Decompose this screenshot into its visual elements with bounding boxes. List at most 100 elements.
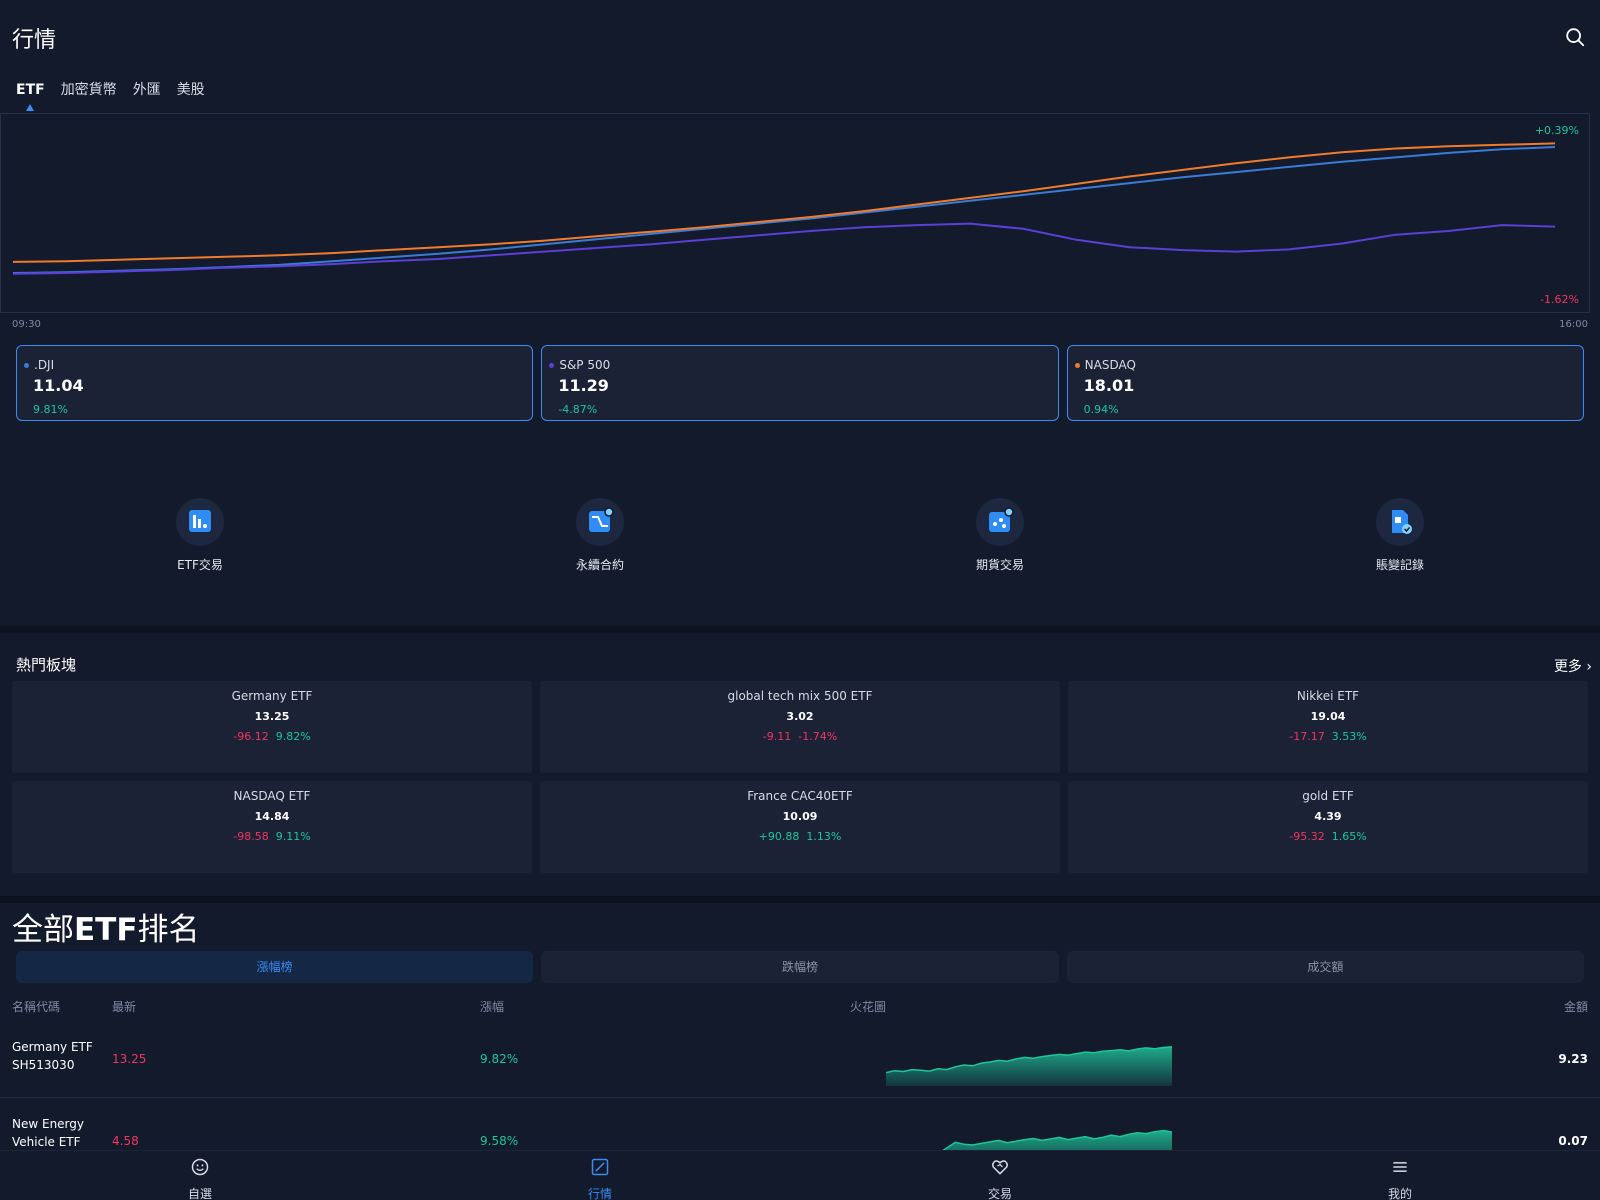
tab-gainers[interactable]: 漲幅榜: [16, 951, 534, 983]
quick-actions: ETF交易 永續合約 期貨交易 賬變記錄: [0, 498, 1600, 578]
row-gain: 9.82%: [480, 1052, 519, 1066]
active-tab-caret-icon: [26, 104, 35, 111]
sparkline-line: [886, 1046, 1172, 1074]
more-label: 更多: [1553, 659, 1582, 675]
tab-forex[interactable]: 外匯: [133, 80, 161, 110]
ranking-tabs: 漲幅榜 跌幅榜 成交額: [16, 951, 1584, 983]
row-sparkline: [940, 1129, 1172, 1151]
chart-bars-icon: [176, 498, 224, 546]
row-code: SH513030: [12, 1058, 75, 1072]
index-name-text: NASDAQ: [1084, 358, 1136, 372]
hot-change: -98.58: [233, 830, 269, 843]
chart-min-label: -1.62%: [1540, 293, 1579, 306]
header-name: 名稱代碼: [12, 1000, 61, 1014]
tab-crypto[interactable]: 加密貨幣: [61, 80, 117, 110]
nav-watchlist[interactable]: 自選: [150, 1157, 250, 1200]
ranking-title-bold: ETF: [74, 912, 138, 948]
row-sparkline: [886, 1046, 1172, 1086]
header-latest: 最新: [112, 1000, 137, 1014]
quick-futures[interactable]: 期貨交易: [940, 498, 1060, 573]
hot-change: -95.32: [1289, 830, 1325, 843]
chart-start-time: 09:30: [12, 319, 41, 330]
tab-losers[interactable]: 跌幅榜: [541, 951, 1059, 983]
hot-price: 13.25: [254, 710, 290, 723]
hot-pct: 9.11%: [275, 830, 311, 843]
index-change: -4.87%: [558, 403, 598, 416]
hot-change-row: +90.88 1.13%: [540, 830, 1060, 843]
quick-label: 永續合約: [575, 558, 624, 572]
index-change: 0.94%: [1083, 403, 1119, 416]
nav-market[interactable]: 行情: [550, 1157, 650, 1200]
smile-icon: [191, 1158, 209, 1176]
hot-change: -9.11: [762, 730, 792, 743]
table-row[interactable]: New Energy Vehicle ETF 4.58 9.58% 0.07: [0, 1099, 1600, 1151]
index-value: 11.04: [33, 376, 84, 395]
row-name-cell: New Energy Vehicle ETF: [12, 1115, 102, 1151]
series-dot: [549, 362, 555, 368]
hot-card[interactable]: Germany ETF 13.25 -96.12 9.82%: [12, 681, 532, 773]
ranking-title-prefix: 全部: [12, 912, 74, 948]
index-name-text: S&P 500: [559, 358, 611, 372]
row-amount: 9.23: [1558, 1052, 1588, 1066]
header-spark: 火花圖: [850, 1000, 887, 1014]
quick-perpetual[interactable]: 永續合約: [540, 498, 660, 573]
tab-us-stocks[interactable]: 美股: [177, 80, 205, 110]
ranking-title-suffix: 排名: [137, 912, 200, 948]
index-card-sp500[interactable]: S&P 500 11.29 -4.87%: [541, 345, 1059, 421]
page-title: 行情: [12, 28, 57, 53]
hot-pct: 9.82%: [275, 730, 311, 743]
series-dot: [24, 362, 29, 368]
index-cards: .DJI 11.04 9.81% S&P 500 11.29 -4.87% NA…: [16, 345, 1584, 421]
header-amount: 金額: [1563, 1000, 1588, 1014]
series-line-1: [12, 222, 1556, 275]
index-name: .DJI: [24, 358, 516, 372]
tab-volume[interactable]: 成交額: [1066, 951, 1584, 983]
section-divider: [0, 626, 1600, 633]
quick-records[interactable]: 賬變記錄: [1340, 498, 1460, 573]
tab-etf[interactable]: ETF: [16, 80, 45, 111]
hot-price: 3.02: [786, 710, 814, 723]
search-icon[interactable]: [1564, 26, 1586, 48]
nav-trade[interactable]: 交易: [950, 1157, 1050, 1200]
nav-profile[interactable]: 我的: [1350, 1157, 1450, 1200]
row-name: Germany ETF: [12, 1040, 93, 1054]
index-card-dji[interactable]: .DJI 11.04 9.81%: [16, 345, 534, 421]
quick-label: 賬變記錄: [1375, 558, 1424, 572]
menu-icon: [1393, 1162, 1407, 1172]
hot-name: Nikkei ETF: [1296, 689, 1360, 703]
sparkline-area: [886, 1046, 1172, 1086]
header: 行情: [0, 0, 1600, 75]
chevron-right-icon: ›: [1586, 659, 1592, 675]
hot-card[interactable]: global tech mix 500 ETF 3.02 -9.11 -1.74…: [540, 681, 1060, 773]
hot-pct: 1.13%: [806, 830, 842, 843]
hot-card[interactable]: France CAC40ETF 10.09 +90.88 1.13%: [540, 781, 1060, 873]
series-line-0: [12, 146, 1556, 274]
hot-change: -96.12: [233, 730, 269, 743]
chart-max-label: +0.39%: [1534, 124, 1579, 137]
contract-icon: [576, 498, 624, 546]
hot-name: gold ETF: [1302, 789, 1354, 803]
hot-sectors-title: 熱門板塊: [16, 656, 77, 674]
hot-change-row: -17.17 3.53%: [1068, 730, 1588, 743]
more-link[interactable]: 更多 ›: [1554, 656, 1592, 676]
hot-card[interactable]: gold ETF 4.39 -95.32 1.65%: [1068, 781, 1588, 873]
index-name: S&P 500: [549, 358, 1041, 372]
hot-pct: -1.74%: [798, 730, 838, 743]
quick-etf-trade[interactable]: ETF交易: [140, 498, 260, 573]
table-row[interactable]: Germany ETF SH513030 13.25 9.82% 9.23: [0, 1028, 1600, 1098]
hot-price: 10.09: [782, 810, 818, 823]
nav-label: 交易: [987, 1187, 1012, 1200]
nav-label: 自選: [187, 1187, 212, 1200]
ranking-title: 全部ETF排名: [12, 904, 200, 949]
market-tabs: ETF 加密貨幣 外匯 美股: [16, 80, 205, 111]
hot-card[interactable]: Nikkei ETF 19.04 -17.17 3.53%: [1068, 681, 1588, 773]
section-divider: [0, 896, 1600, 903]
tab-label: ETF: [16, 82, 45, 98]
hot-change-row: -98.58 9.11%: [12, 830, 532, 843]
index-card-nasdaq[interactable]: NASDAQ 18.01 0.94%: [1066, 345, 1584, 421]
nav-label: 我的: [1387, 1187, 1412, 1200]
hot-card[interactable]: NASDAQ ETF 14.84 -98.58 9.11%: [12, 781, 532, 873]
hot-change: -17.17: [1289, 730, 1325, 743]
hot-pct: 1.65%: [1331, 830, 1367, 843]
hot-price: 4.39: [1314, 810, 1342, 823]
